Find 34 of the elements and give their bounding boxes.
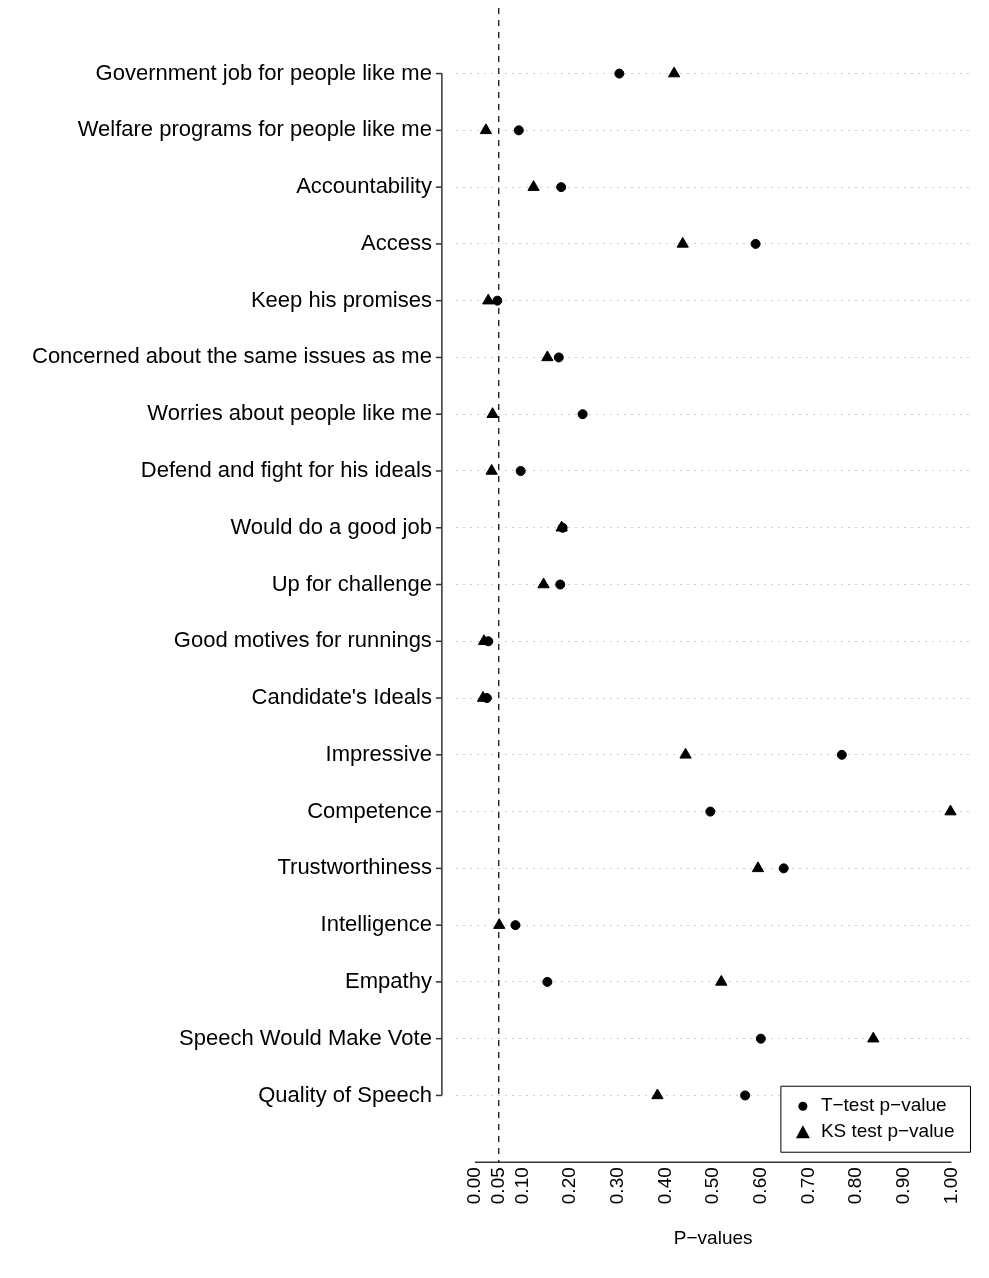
x-tick-label: 0.60 <box>749 1167 771 1205</box>
x-tick-label: 0.30 <box>606 1167 628 1205</box>
y-tick-label: Impressive <box>325 740 432 766</box>
y-tick-label: Access <box>360 229 432 255</box>
x-axis-title: P−values <box>673 1226 753 1248</box>
x-tick-label: 0.80 <box>844 1167 866 1205</box>
y-tick-label: Concerned about the same issues as me <box>32 343 432 369</box>
y-tick-label: Quality of Speech <box>258 1081 432 1107</box>
y-tick-label: Worries about people like me <box>147 400 432 426</box>
y-tick-label: Speech Would Make Vote <box>179 1024 432 1050</box>
x-tick-label: 1.00 <box>939 1167 961 1205</box>
x-tick-label: 0.10 <box>510 1167 532 1205</box>
y-tick-label: Government job for people like me <box>95 59 432 85</box>
y-tick-label: Empathy <box>345 967 432 993</box>
y-tick-label: Intelligence <box>320 911 432 937</box>
y-tick-label: Accountability <box>296 173 432 199</box>
legend-label: KS test p−value <box>820 1120 955 1142</box>
x-tick-label: 0.90 <box>892 1167 914 1205</box>
x-tick-label: 0.20 <box>558 1167 580 1205</box>
y-tick-label: Competence <box>307 797 432 823</box>
y-tick-label: Candidate's Ideals <box>251 684 432 710</box>
x-tick-label: 0.50 <box>701 1167 723 1205</box>
y-tick-label: Keep his promises <box>250 286 432 312</box>
y-tick-label: Welfare programs for people like me <box>77 116 432 142</box>
y-tick-label: Trustworthiness <box>277 854 432 880</box>
x-tick-label: 0.05 <box>487 1167 509 1205</box>
legend-label: T−test p−value <box>820 1094 947 1116</box>
x-tick-label: 0.00 <box>463 1167 485 1205</box>
y-tick-label: Good motives for runnings <box>173 627 432 653</box>
y-tick-label: Would do a good job <box>230 513 432 539</box>
x-tick-label: 0.70 <box>796 1167 818 1205</box>
y-tick-label: Up for challenge <box>271 570 432 596</box>
x-tick-label: 0.40 <box>653 1167 675 1205</box>
y-tick-label: Defend and fight for his ideals <box>140 457 432 483</box>
